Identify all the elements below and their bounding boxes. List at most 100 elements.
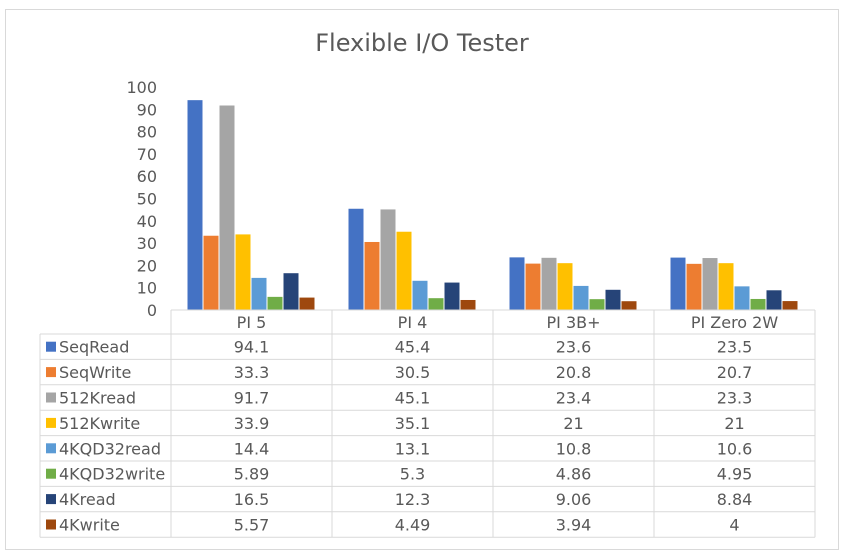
y-tick-label: 100 [126, 78, 157, 97]
y-tick-label: 70 [137, 145, 157, 164]
bar [750, 298, 766, 310]
data-label: 30.5 [395, 363, 431, 382]
legend-label: SeqWrite [59, 363, 131, 382]
legend-label: 4Kread [59, 490, 116, 509]
data-label: 23.3 [717, 389, 753, 408]
legend-label: 4Kwrite [59, 516, 120, 535]
legend-label: 4KQD32read [59, 439, 161, 458]
data-label: 4 [729, 516, 739, 535]
legend-key [46, 341, 56, 352]
y-tick-label: 20 [137, 256, 157, 275]
data-label: 4.49 [395, 516, 431, 535]
data-label: 20.7 [717, 363, 753, 382]
bar [589, 299, 605, 310]
data-label: 45.1 [395, 389, 431, 408]
data-label: 9.06 [556, 490, 592, 509]
bar [380, 209, 396, 310]
bar [702, 258, 718, 310]
data-label: 21 [563, 414, 583, 433]
legend-key [46, 392, 56, 403]
data-label: 20.8 [556, 363, 592, 382]
bar [525, 263, 541, 310]
legend-key [46, 367, 56, 378]
bar [686, 263, 702, 310]
data-label: 21 [724, 414, 744, 433]
bar [782, 301, 798, 310]
bar [541, 257, 557, 310]
data-label: 5.89 [234, 465, 270, 484]
data-label: 16.5 [234, 490, 270, 509]
bar [573, 285, 589, 310]
data-label: 10.6 [717, 439, 753, 458]
bar [203, 235, 219, 310]
data-label: 23.6 [556, 338, 592, 357]
legend-label: 4KQD32write [59, 465, 165, 484]
data-label: 33.9 [234, 414, 270, 433]
bar [364, 241, 380, 310]
bar [412, 280, 428, 310]
data-label: 14.4 [234, 439, 270, 458]
data-table: PI 5 PI 4 PI 3B+ PI Zero 2W SeqRead 94.1 45.4 2… [39, 309, 816, 538]
bar [299, 297, 315, 310]
y-tick-label: 60 [137, 167, 157, 186]
legend-label: 512Kwrite [59, 414, 140, 433]
data-label: 5.3 [400, 465, 425, 484]
bar [734, 286, 750, 310]
plot-area: 0 10 20 30 40 50 60 70 80 90 100 [126, 78, 798, 320]
bar [187, 100, 203, 310]
legend-label: 512Kread [59, 389, 136, 408]
chart-title: Flexible I/O Tester [315, 29, 529, 57]
x-category-label: PI Zero 2W [691, 313, 779, 332]
bar [605, 289, 621, 310]
bar [621, 301, 637, 310]
y-tick-label: 0 [147, 301, 157, 320]
x-category-label: PI 3B+ [546, 313, 600, 332]
data-label: 12.3 [395, 490, 431, 509]
bar [557, 263, 573, 310]
y-tick-label: 30 [137, 234, 157, 253]
data-label: 4.86 [556, 465, 592, 484]
data-label: 13.1 [395, 439, 431, 458]
bar [718, 263, 734, 310]
bar [251, 277, 267, 310]
bar [219, 105, 235, 310]
data-label: 33.3 [234, 363, 270, 382]
bar [267, 296, 283, 310]
data-label: 45.4 [395, 338, 431, 357]
x-category-label: PI 4 [398, 313, 428, 332]
data-label: 5.57 [234, 516, 270, 535]
bar [235, 234, 251, 310]
data-label: 4.95 [717, 465, 753, 484]
data-label: 10.8 [556, 439, 592, 458]
y-tick-label: 80 [137, 123, 157, 142]
data-label: 94.1 [234, 338, 270, 357]
y-tick-label: 40 [137, 212, 157, 231]
legend-key [46, 443, 56, 454]
y-tick-label: 10 [137, 279, 157, 298]
bar [348, 208, 364, 310]
bar [460, 299, 476, 310]
bar [444, 282, 460, 310]
bar [766, 290, 782, 310]
y-tick-label: 90 [137, 100, 157, 119]
legend-label: SeqRead [59, 338, 129, 357]
data-label: 23.5 [717, 338, 753, 357]
legend-key [46, 494, 56, 505]
bar [428, 298, 444, 310]
bar [670, 257, 686, 310]
x-category-label: PI 5 [237, 313, 267, 332]
y-tick-label: 50 [137, 190, 157, 209]
data-label: 3.94 [556, 516, 592, 535]
bar [509, 257, 525, 310]
legend-key [46, 468, 56, 479]
legend-key [46, 417, 56, 428]
bar [283, 273, 299, 310]
bar [396, 231, 412, 310]
legend-key [46, 519, 56, 530]
data-label: 8.84 [717, 490, 753, 509]
data-label: 35.1 [395, 414, 431, 433]
data-label: 23.4 [556, 389, 592, 408]
data-label: 91.7 [234, 389, 270, 408]
